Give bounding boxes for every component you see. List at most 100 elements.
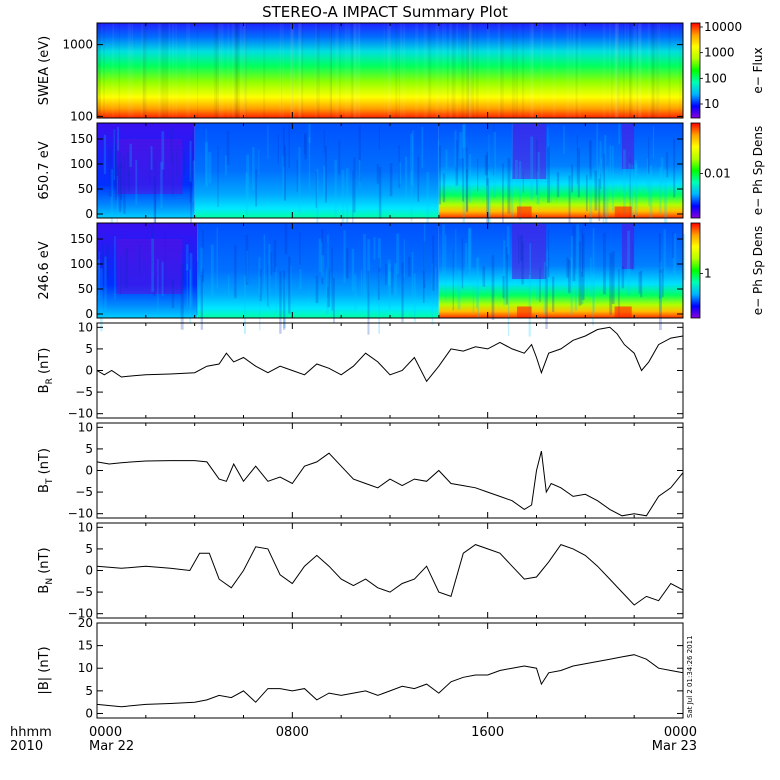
swea-streak bbox=[486, 23, 490, 118]
pad-streak bbox=[98, 251, 100, 298]
pad-streak bbox=[388, 271, 391, 310]
pad-streak bbox=[401, 262, 404, 323]
pad-streak bbox=[288, 124, 290, 169]
pad-streak bbox=[298, 147, 301, 213]
ytick-label: 150 bbox=[70, 232, 93, 246]
pad-streak bbox=[352, 170, 354, 233]
swea-streak bbox=[239, 23, 242, 118]
time-tick-label: 0000 bbox=[664, 725, 697, 740]
pad-streak bbox=[545, 266, 548, 329]
pad-streak bbox=[117, 126, 120, 151]
ytick-label: 10 bbox=[78, 661, 93, 675]
series-line-br bbox=[96, 326, 684, 383]
pad-streak bbox=[410, 170, 413, 222]
swea-streak bbox=[627, 23, 629, 118]
swea-field bbox=[97, 23, 683, 118]
pad-streak bbox=[570, 257, 573, 315]
pad-streak bbox=[351, 248, 355, 292]
pad-streak bbox=[123, 155, 126, 214]
pad-streak bbox=[164, 227, 166, 293]
panel-frame-bn bbox=[96, 522, 684, 619]
pad-streak bbox=[521, 242, 524, 285]
pad-streak bbox=[282, 127, 285, 167]
pad-streak bbox=[598, 164, 601, 195]
pad-streak bbox=[581, 228, 584, 277]
pad-streak bbox=[246, 154, 250, 201]
panel-frame-bmag bbox=[96, 622, 684, 719]
pad-streak bbox=[462, 124, 465, 148]
pad-streak bbox=[259, 269, 262, 302]
pad-streak bbox=[388, 263, 391, 286]
swea-streak bbox=[456, 23, 459, 118]
pad-streak bbox=[659, 167, 662, 215]
colorbar-label-pad650: e− Ph Sp Dens bbox=[751, 126, 765, 215]
pad-streak bbox=[377, 238, 381, 268]
pad-streak bbox=[114, 154, 116, 190]
time-tick-label: 0000 bbox=[89, 725, 122, 740]
time-tick-label: 0800 bbox=[276, 725, 309, 740]
swea-streak bbox=[497, 23, 501, 118]
pad-streak bbox=[367, 239, 370, 292]
pad-streak bbox=[547, 257, 550, 278]
swea-streak bbox=[398, 23, 401, 118]
pad-streak bbox=[308, 136, 311, 190]
pad-streak bbox=[316, 168, 319, 235]
pad-beam bbox=[614, 306, 632, 318]
pad-streak bbox=[647, 136, 650, 174]
swea-streak bbox=[290, 23, 293, 118]
pad-streak bbox=[288, 256, 291, 314]
pad-streak bbox=[308, 123, 311, 143]
ytick-label: 15 bbox=[78, 639, 93, 653]
swea-streak bbox=[160, 23, 162, 118]
pad-streak bbox=[550, 177, 552, 203]
pad-streak bbox=[631, 241, 633, 271]
swea-streak bbox=[566, 23, 570, 118]
pad-streak bbox=[506, 225, 510, 255]
pad-streak bbox=[434, 266, 437, 307]
pad-streak bbox=[445, 234, 447, 300]
time-tick-label: 1600 bbox=[471, 725, 504, 740]
pad-streak bbox=[477, 256, 479, 319]
pad-streak bbox=[205, 128, 207, 185]
plot-title: STEREO-A IMPACT Summary Plot bbox=[262, 3, 508, 21]
pad-streak bbox=[556, 172, 560, 198]
swea-streak bbox=[97, 23, 101, 118]
pad-streak bbox=[377, 257, 380, 300]
pad-streak bbox=[493, 123, 495, 176]
pad-streak bbox=[327, 243, 329, 298]
pad-streak bbox=[437, 140, 439, 195]
spectrogram-swea bbox=[97, 23, 683, 118]
pad-streak bbox=[186, 263, 189, 309]
pad-streak bbox=[518, 161, 522, 221]
ytick-label: 10 bbox=[78, 520, 93, 534]
swea-streak bbox=[386, 23, 390, 118]
colorbar-pad650 bbox=[690, 122, 701, 219]
colorbar-tick-label: 1000 bbox=[704, 46, 735, 60]
pad-streak bbox=[567, 259, 571, 294]
pad-streak bbox=[423, 241, 426, 288]
pad-streak bbox=[202, 230, 204, 283]
pad-streak bbox=[387, 259, 391, 286]
pad-streak bbox=[652, 126, 655, 158]
pad-streak bbox=[570, 236, 574, 277]
swea-streak bbox=[142, 23, 147, 118]
pad-streak bbox=[127, 151, 130, 177]
pad-streak bbox=[576, 135, 578, 185]
pad-streak bbox=[452, 249, 454, 311]
pad-streak bbox=[246, 250, 248, 283]
ylabel-br: BR (nT) bbox=[37, 348, 55, 394]
pad-streak bbox=[119, 161, 123, 200]
pad-streak bbox=[151, 224, 154, 273]
pad-streak bbox=[172, 151, 174, 197]
pad-streak bbox=[346, 248, 349, 279]
ytick-label: 0 bbox=[85, 464, 93, 478]
pad-streak bbox=[649, 165, 653, 218]
pad-streak bbox=[216, 227, 218, 289]
pad-low-patch bbox=[512, 224, 547, 279]
date-tick-label: Mar 23 bbox=[652, 739, 697, 754]
pad-streak bbox=[258, 256, 261, 295]
swea-streak bbox=[423, 23, 427, 118]
swea-streak bbox=[637, 23, 642, 118]
ytick-label: 5 bbox=[85, 684, 93, 698]
pad-beam bbox=[516, 306, 532, 318]
